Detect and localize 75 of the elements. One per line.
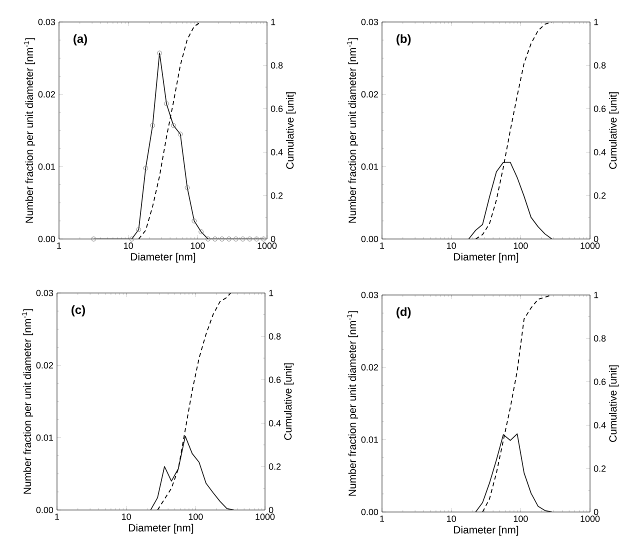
x-tick-label: 1 <box>380 516 384 522</box>
x-tick-label: 10 <box>447 242 456 249</box>
y2-tick-label: 0.2 <box>268 463 281 470</box>
x-tick-label: 10 <box>124 242 133 249</box>
x-axis-title: Diameter [nm] <box>454 526 518 536</box>
annotation: (d) <box>396 307 411 318</box>
y2-tick-label: 0.4 <box>268 420 281 426</box>
y-tick-label: 0.03 <box>36 290 54 296</box>
x-tick-label: 100 <box>514 242 528 249</box>
y-tick-label: 0.01 <box>361 436 378 443</box>
x-tick-label: 1000 <box>256 514 275 520</box>
y-axis-title: Number fraction per unit diameter [nm$^{-1}$] <box>346 38 358 223</box>
x-tick-label: 1000 <box>258 242 277 249</box>
x-tick-label: 100 <box>514 516 528 522</box>
line-series <box>150 436 234 510</box>
y2-tick-label: 0.4 <box>594 422 606 428</box>
x-tick-label: 1 <box>57 242 62 249</box>
y2-tick-label: 0.8 <box>268 333 281 340</box>
y2-tick-label: 0 <box>268 506 274 514</box>
y2-axis-title: Cumulative [unit] <box>286 92 296 169</box>
line-series <box>475 433 552 512</box>
y2-tick-label: 1 <box>269 290 274 296</box>
y2-tick-label: 0.6 <box>594 106 606 112</box>
y-tick-label: 0.02 <box>361 91 378 98</box>
y2-tick-label: 0.2 <box>594 465 606 472</box>
y-axis-title: Number fraction per unit diameter [nm$^{-1}$] <box>346 311 358 496</box>
x-tick-label: 100 <box>188 514 203 520</box>
y-tick-label: 0.03 <box>38 18 56 26</box>
y-tick-label: 0.01 <box>361 163 378 170</box>
y2-tick-label: 1 <box>594 18 598 26</box>
x-axis-title: Diameter [nm] <box>129 524 194 534</box>
line-series <box>468 162 552 239</box>
x-tick-label: 1 <box>55 514 60 520</box>
x-tick-label: 1000 <box>580 516 600 522</box>
y2-tick-label: 0.2 <box>270 192 283 199</box>
y2-tick-label: 0.6 <box>268 376 281 383</box>
y-tick-label: 0.00 <box>361 508 378 516</box>
y-tick-label: 0.03 <box>361 18 378 26</box>
x-tick-label: 100 <box>190 242 205 249</box>
y2-tick-label: 0.6 <box>270 106 283 112</box>
y2-axis-title: Cumulative [unit] <box>284 363 294 440</box>
y2-tick-label: 0.8 <box>594 62 606 69</box>
y2-tick-label: 0.2 <box>594 192 606 199</box>
y-tick-label: 0.00 <box>38 236 56 242</box>
annotation: (b) <box>396 34 411 46</box>
x-axis-title: Diameter [nm] <box>454 252 518 263</box>
annotation: (a) <box>74 34 87 46</box>
x-tick-label: 10 <box>447 516 456 522</box>
y2-tick-label: 1 <box>594 292 598 298</box>
y2-tick-label: 1 <box>271 18 276 26</box>
y-tick-label: 0.02 <box>36 362 53 369</box>
y2-tick-label: 0 <box>594 236 598 242</box>
x-tick-label: 10 <box>122 514 131 520</box>
y-axis-title: Number fraction per unit diameter [nm$^{-1}$] <box>22 309 34 494</box>
y-tick-label: 0.02 <box>38 91 55 98</box>
y-tick-label: 0.01 <box>36 434 53 441</box>
y2-tick-label: 0 <box>594 508 598 516</box>
y-tick-label: 0.00 <box>361 236 378 242</box>
x-axis-title: Diameter [nm] <box>131 252 196 263</box>
y-tick-label: 0.01 <box>38 163 55 170</box>
y2-axis-title: Cumulative [unit] <box>608 365 619 442</box>
y2-tick-label: 0.8 <box>594 335 606 342</box>
x-tick-label: 1000 <box>580 242 600 249</box>
y2-tick-label: 0.6 <box>594 378 606 385</box>
y2-axis-title: Cumulative [unit] <box>608 92 619 169</box>
y2-tick-label: 0.8 <box>270 62 283 69</box>
annotation: (c) <box>72 305 85 316</box>
y2-tick-label: 0.4 <box>270 149 283 156</box>
y-axis-title: Number fraction per unit diameter [nm$^{-1}$] <box>24 38 36 223</box>
y-tick-label: 0.00 <box>36 506 54 514</box>
y2-tick-label: 0.4 <box>594 149 606 156</box>
y2-tick-label: 0 <box>270 236 276 242</box>
y-tick-label: 0.03 <box>361 292 378 298</box>
y-tick-label: 0.02 <box>361 364 378 371</box>
x-tick-label: 1 <box>380 242 384 249</box>
